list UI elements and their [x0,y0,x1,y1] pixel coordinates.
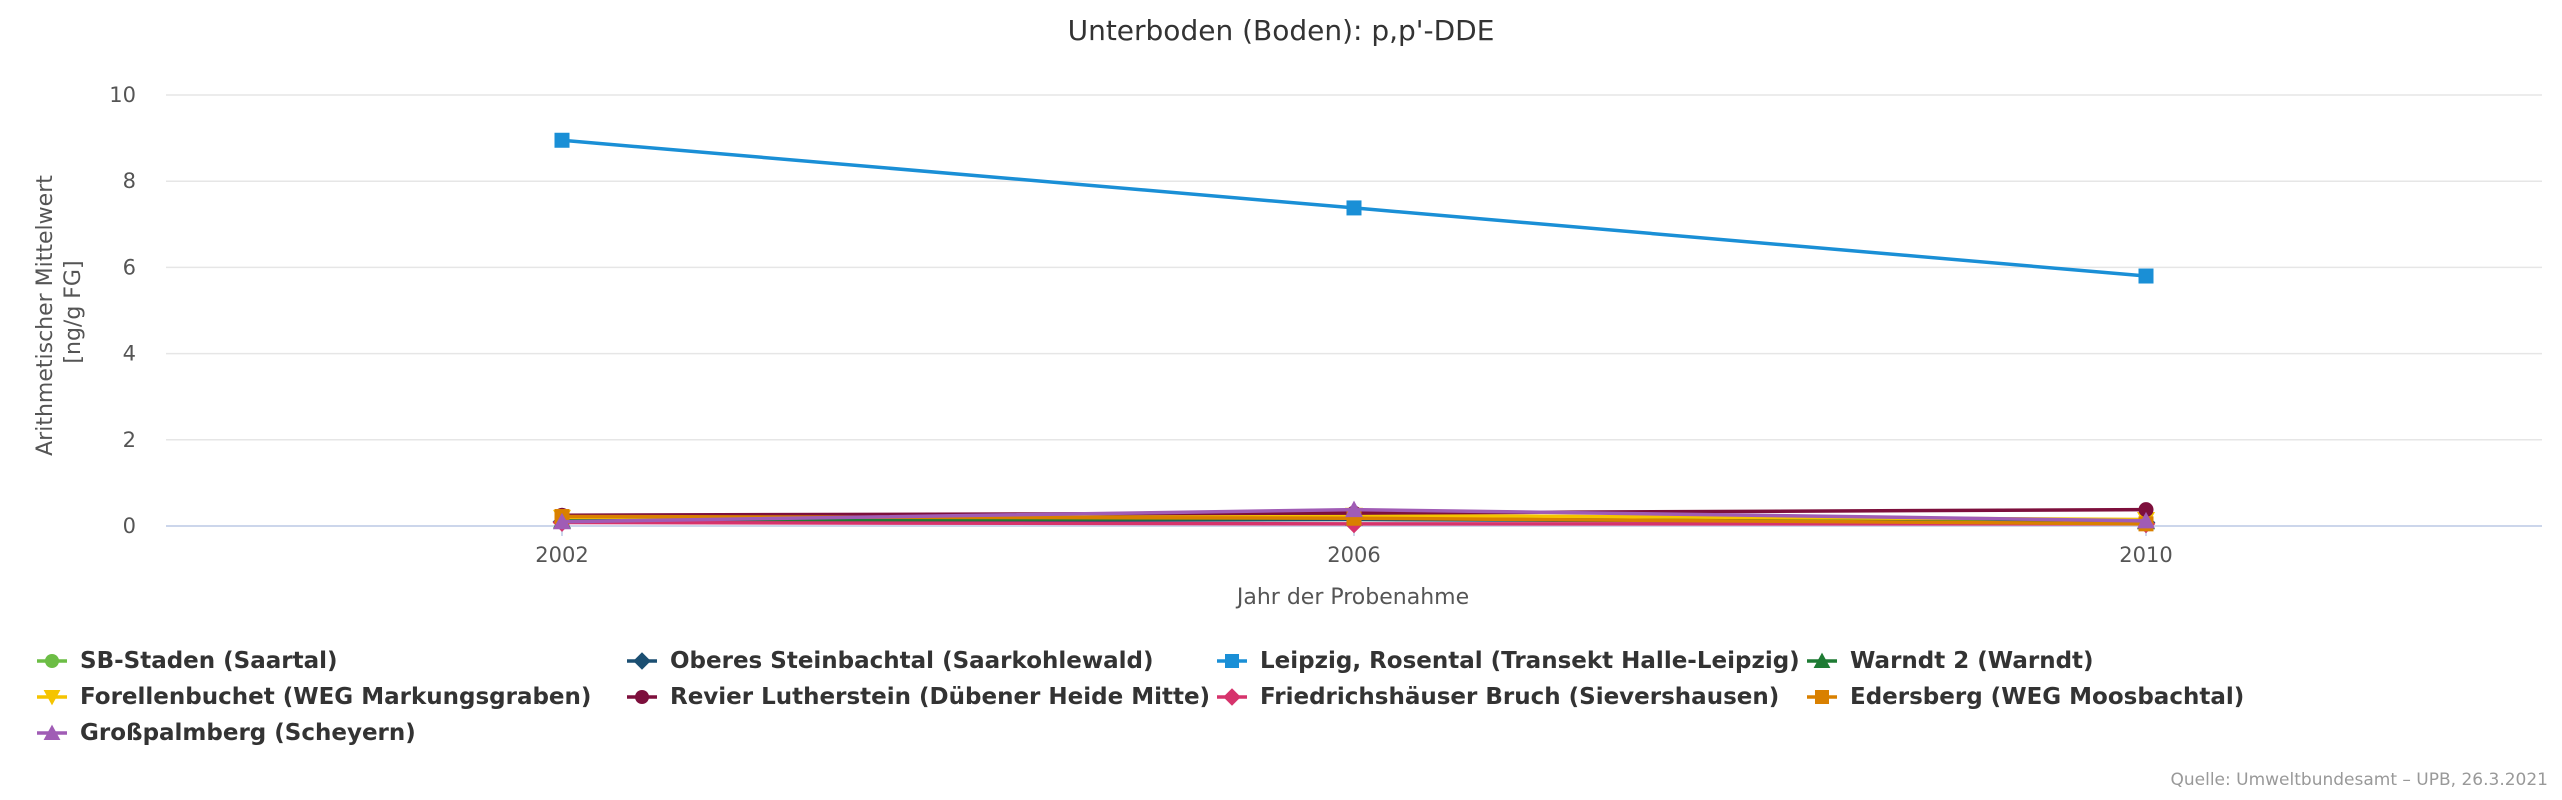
legend-item[interactable]: Warndt 2 (Warndt) [1806,648,2094,674]
series-layer [552,132,2156,534]
legend-marker-icon [1225,654,1239,668]
legend-marker-icon [43,724,61,740]
legend-symbol-icon [37,724,67,740]
y-axis-title-line-1: Arithmetischer Mittelwert [33,175,58,456]
legend-symbol-icon [37,690,67,706]
legend-item[interactable]: Oberes Steinbachtal (Saarkohlewald) [626,648,1154,674]
chart-title: Unterboden (Boden): p,p'-DDE [1068,14,1495,47]
data-point[interactable] [2137,511,2155,529]
x-axis: 2002 2006 2010 [535,526,2173,567]
legend-marker-icon [43,690,61,706]
y-tick-label: 8 [123,169,136,193]
legend-label: Revier Lutherstein (Dübener Heide Mitte) [670,684,1211,710]
legend-symbol-icon [1807,652,1837,668]
y-tick-label: 0 [123,514,136,538]
chart: Unterboden (Boden): p,p'-DDE 2002 2006 201… [33,14,2542,610]
data-point[interactable] [2138,502,2154,518]
legend-item[interactable]: SB-Staden (Saartal) [36,648,338,674]
data-point[interactable] [553,512,571,530]
legend-symbol-icon [1807,690,1837,704]
legend-label: Friedrichshäuser Bruch (Sievershausen) [1260,684,1780,710]
legend-item[interactable]: Revier Lutherstein (Dübener Heide Mitte) [626,684,1210,710]
legend-item[interactable]: Leipzig, Rosental (Transekt Halle-Leipzi… [1216,648,1800,674]
legend-label: Leipzig, Rosental (Transekt Halle-Leipzi… [1260,648,1800,674]
legend-item[interactable]: Großpalmberg (Scheyern) [36,720,416,746]
legend-label: Edersberg (WEG Moosbachtal) [1850,684,2245,710]
y-axis-title: Arithmetischer Mittelwert [ng/g FG] [33,168,86,456]
legend-symbol-icon [37,654,67,668]
legend-marker-icon [635,690,649,704]
y-axis: 0 2 4 6 8 10 [109,83,136,538]
legend-symbol-icon [627,652,657,670]
legend-label: Großpalmberg (Scheyern) [80,720,416,746]
grid [166,94,2542,527]
data-point[interactable] [554,132,570,148]
legend-label: SB-Staden (Saartal) [80,648,338,674]
y-axis-title-line-2: [ng/g FG] [61,260,86,363]
y-tick-label: 4 [123,342,136,366]
series-3 [554,132,2154,284]
legend-label: Warndt 2 (Warndt) [1850,648,2094,674]
legend-marker-icon [1815,690,1829,704]
legend-marker-icon [1223,688,1241,706]
y-tick-label: 2 [123,428,136,452]
y-tick-label: 10 [109,83,136,107]
legend-item[interactable]: Forellenbuchet (WEG Markungsgraben) [36,684,591,710]
x-tick-label: 2010 [2119,543,2172,567]
legend-item[interactable]: Edersberg (WEG Moosbachtal) [1806,684,2244,710]
legend-symbol-icon [1217,654,1247,668]
x-axis-title: Jahr der Probenahme [1235,585,1469,610]
legend-marker-icon [45,654,59,668]
data-point[interactable] [2138,268,2154,284]
y-tick-label: 6 [123,255,136,279]
credits[interactable]: Quelle: Umweltbundesamt – UPB, 26.3.2021 [2170,770,2549,790]
legend-symbol-icon [1217,688,1247,706]
data-point[interactable] [1346,200,1362,216]
legend-label: Oberes Steinbachtal (Saarkohlewald) [670,648,1154,674]
series-9 [553,500,2155,530]
legend-symbol-icon [627,690,657,704]
x-tick-label: 2002 [535,543,588,567]
x-tick-label: 2006 [1327,543,1380,567]
data-point[interactable] [1345,500,1363,518]
legend-marker-icon [633,652,651,670]
legend-label: Forellenbuchet (WEG Markungsgraben) [80,684,592,710]
legend-marker-icon [1813,652,1831,668]
legend-item[interactable]: Friedrichshäuser Bruch (Sievershausen) [1216,684,1779,710]
